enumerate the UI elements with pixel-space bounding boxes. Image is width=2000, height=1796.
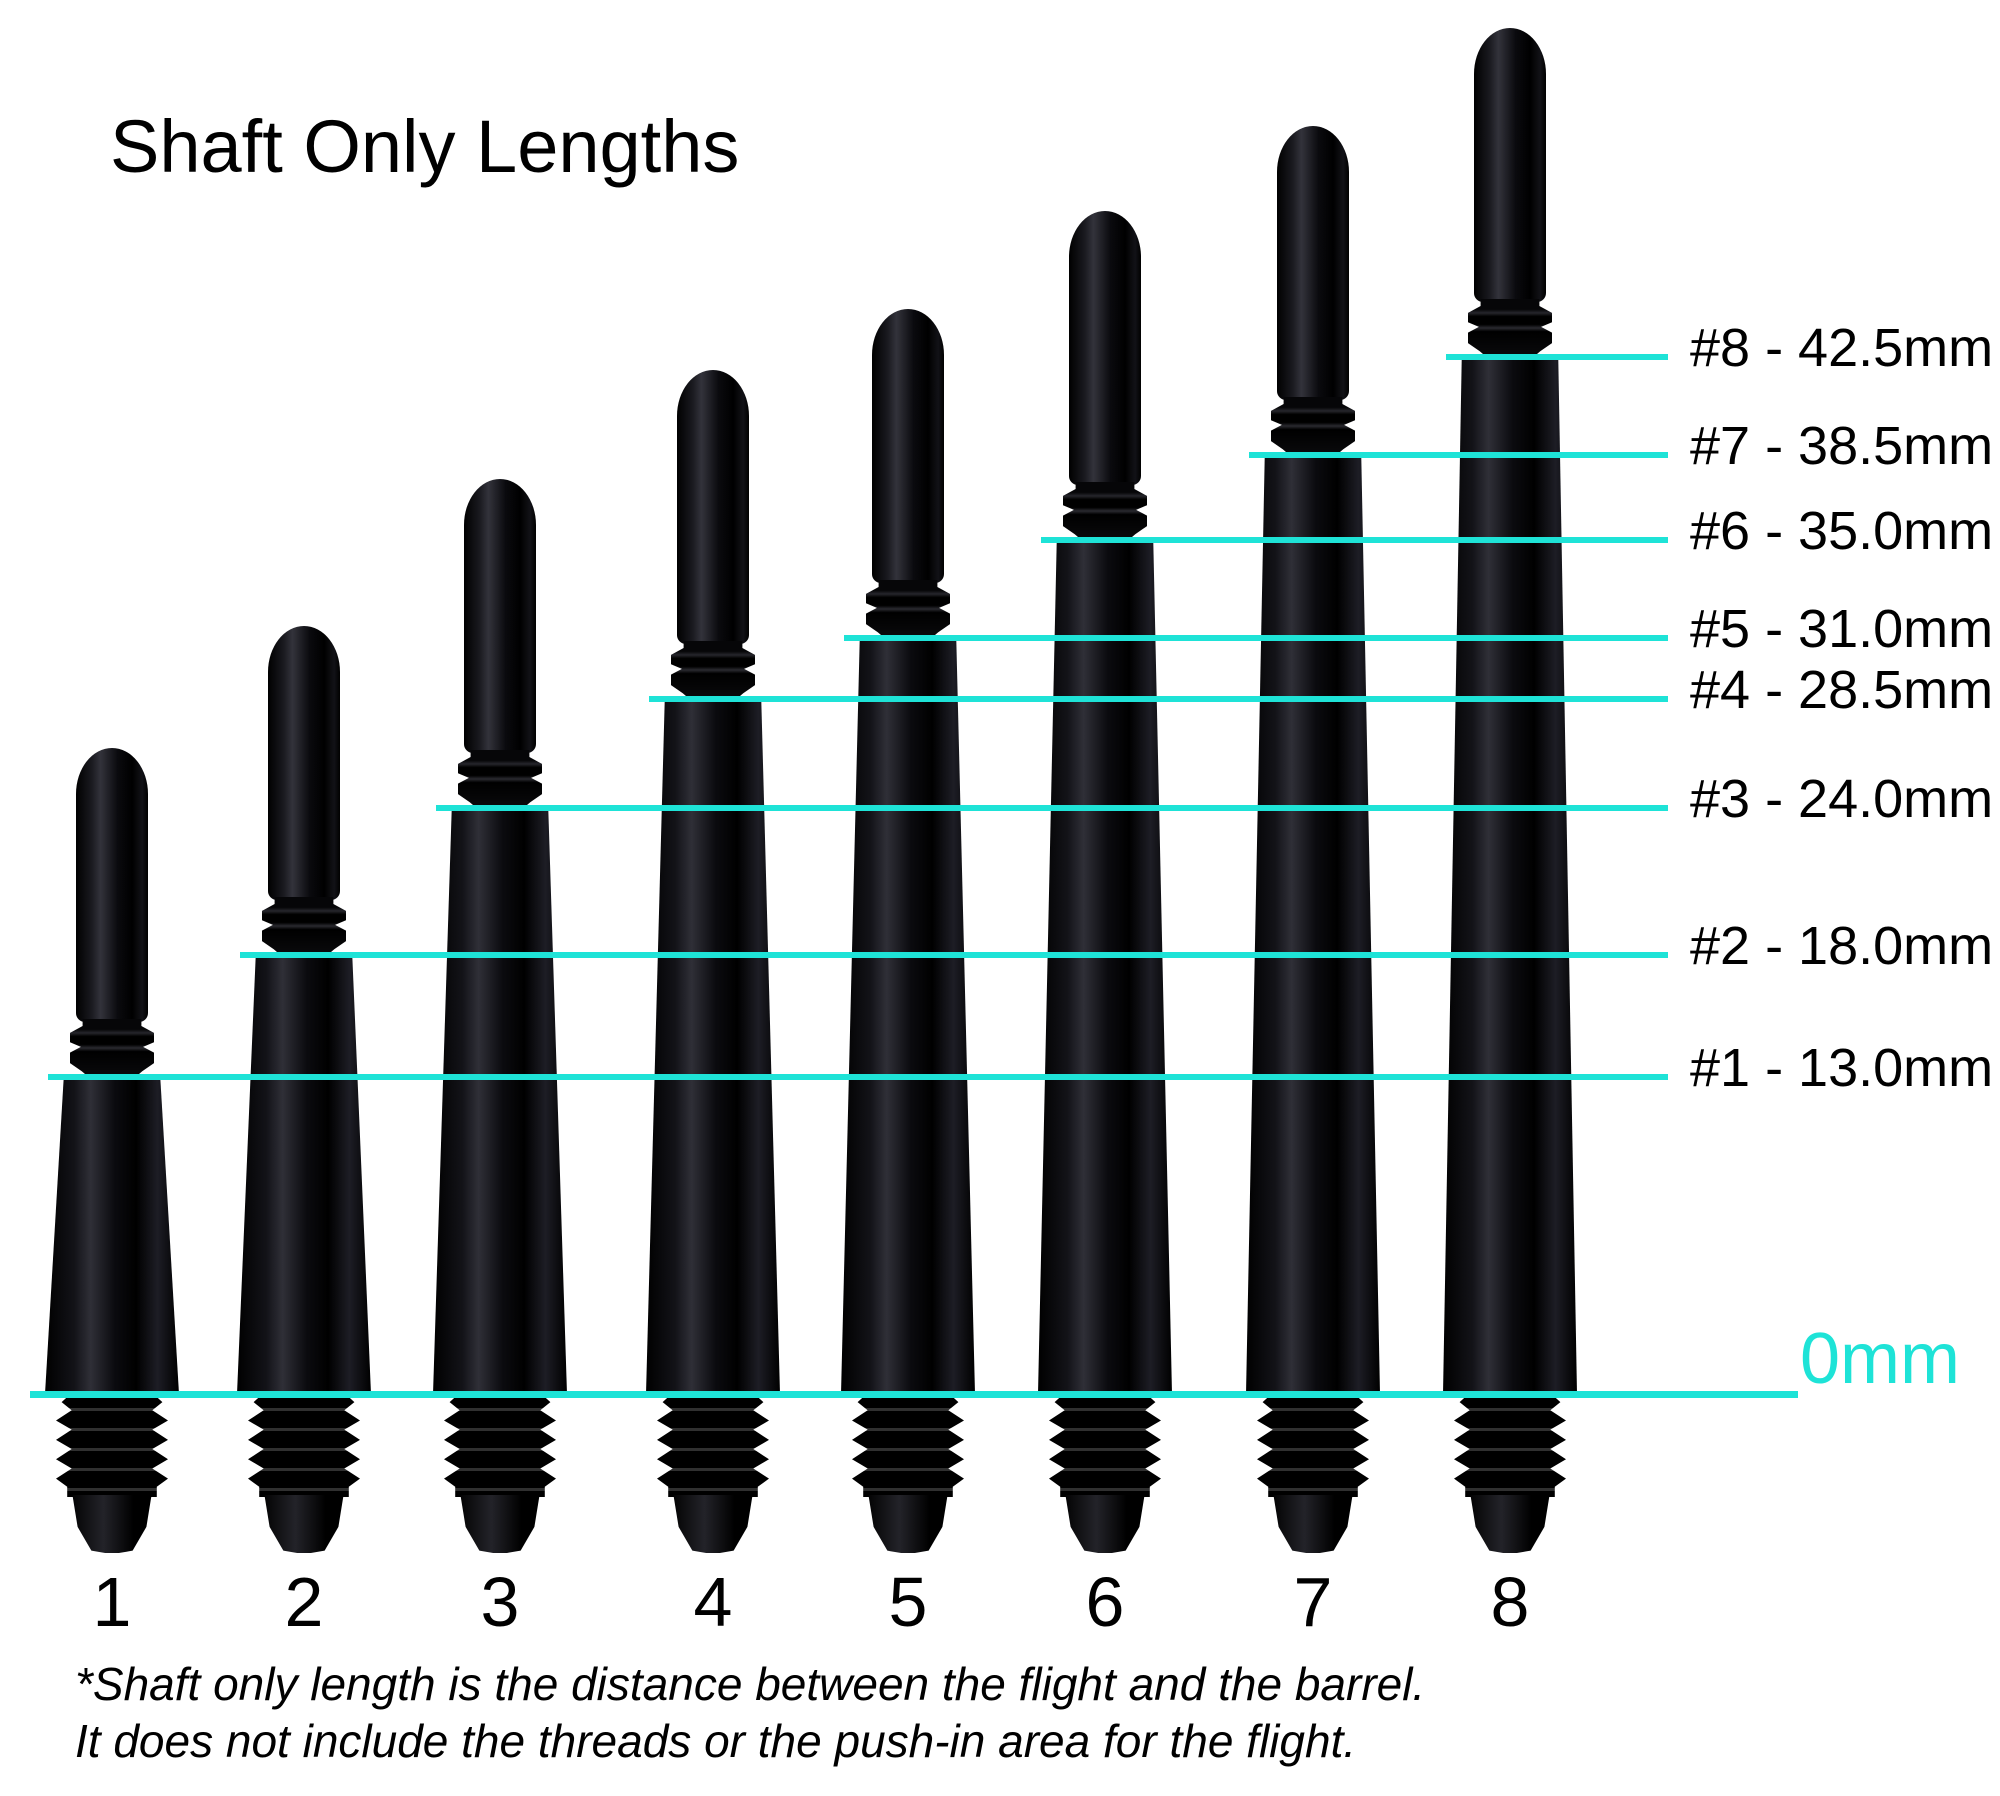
- measure-line-5: [844, 635, 1668, 641]
- shaft-number-7: 7: [1293, 1563, 1333, 1641]
- shaft-2-threads: [248, 1395, 360, 1497]
- shaft-6-body: [1038, 540, 1172, 1394]
- shaft-6-ring-collar: [1063, 482, 1147, 540]
- shaft-5-threads: [852, 1395, 964, 1497]
- shaft-number-8: 8: [1490, 1563, 1530, 1641]
- shaft-8-foot-tip: [1470, 1495, 1550, 1553]
- shaft-7-threads: [1257, 1395, 1369, 1497]
- shaft-8-threads: [1454, 1395, 1566, 1497]
- measure-label-3: #3 - 24.0mm: [1690, 769, 1994, 829]
- shaft-7-flight-tip: [1277, 126, 1349, 400]
- measure-label-7: #7 - 38.5mm: [1690, 416, 1994, 476]
- shaft-3-threads: [444, 1395, 556, 1497]
- shaft-1-body: [45, 1077, 179, 1394]
- page-title: Shaft Only Lengths: [110, 105, 740, 188]
- measure-line-8: [1446, 354, 1668, 360]
- footnote: *Shaft only length is the distance betwe…: [75, 1656, 1425, 1770]
- shaft-8-body: [1443, 357, 1577, 1394]
- shaft-1-threads: [56, 1395, 168, 1497]
- measure-label-6: #6 - 35.0mm: [1690, 501, 1994, 561]
- shaft-4-threads: [657, 1395, 769, 1497]
- measure-line-7: [1249, 452, 1668, 458]
- measure-label-4: #4 - 28.5mm: [1690, 660, 1994, 720]
- shaft-4-flight-tip: [677, 370, 749, 644]
- shaft-2-flight-tip: [268, 626, 340, 900]
- shaft-4-ring-collar: [671, 641, 755, 699]
- shaft-6-foot-tip: [1065, 1495, 1145, 1553]
- shaft-7-foot-tip: [1273, 1495, 1353, 1553]
- shaft-4-body: [646, 699, 780, 1394]
- shaft-8-flight-tip: [1474, 28, 1546, 302]
- baseline-zero-line: [30, 1391, 1798, 1398]
- shaft-4-foot-tip: [673, 1495, 753, 1553]
- measure-label-2: #2 - 18.0mm: [1690, 916, 1994, 976]
- measure-line-6: [1041, 537, 1668, 543]
- measure-label-8: #8 - 42.5mm: [1690, 318, 1994, 378]
- shaft-5-ring-collar: [866, 580, 950, 638]
- shaft-3-flight-tip: [464, 479, 536, 753]
- shaft-5-flight-tip: [872, 309, 944, 583]
- footnote-line-2: It does not include the threads or the p…: [75, 1715, 1357, 1767]
- shaft-1-flight-tip: [76, 748, 148, 1022]
- baseline-zero-label: 0mm: [1800, 1319, 1960, 1399]
- shaft-3-body: [433, 808, 567, 1394]
- measure-label-5: #5 - 31.0mm: [1690, 599, 1994, 659]
- measure-line-3: [436, 805, 1668, 811]
- shaft-7-ring-collar: [1271, 397, 1355, 455]
- measure-line-4: [649, 696, 1668, 702]
- shaft-number-5: 5: [888, 1563, 928, 1641]
- shaft-number-1: 1: [92, 1563, 132, 1641]
- shaft-5-foot-tip: [868, 1495, 948, 1553]
- shaft-1-foot-tip: [72, 1495, 152, 1553]
- shaft-number-2: 2: [284, 1563, 324, 1641]
- shaft-6-flight-tip: [1069, 211, 1141, 485]
- shaft-3-foot-tip: [460, 1495, 540, 1553]
- shaft-2-ring-collar: [262, 897, 346, 955]
- shaft-6-threads: [1049, 1395, 1161, 1497]
- shaft-number-4: 4: [693, 1563, 733, 1641]
- shaft-3-ring-collar: [458, 750, 542, 808]
- shaft-number-3: 3: [480, 1563, 520, 1641]
- measure-line-2: [240, 952, 1668, 958]
- measure-label-1: #1 - 13.0mm: [1690, 1038, 1994, 1098]
- shaft-5-body: [841, 638, 975, 1394]
- footnote-line-1: *Shaft only length is the distance betwe…: [75, 1658, 1426, 1710]
- shaft-2-foot-tip: [264, 1495, 344, 1553]
- shaft-2-body: [237, 955, 371, 1394]
- shaft-number-6: 6: [1085, 1563, 1125, 1641]
- measure-line-1: [48, 1074, 1668, 1080]
- shaft-7-body: [1246, 455, 1380, 1394]
- shaft-8-ring-collar: [1468, 299, 1552, 357]
- shaft-1-ring-collar: [70, 1019, 154, 1077]
